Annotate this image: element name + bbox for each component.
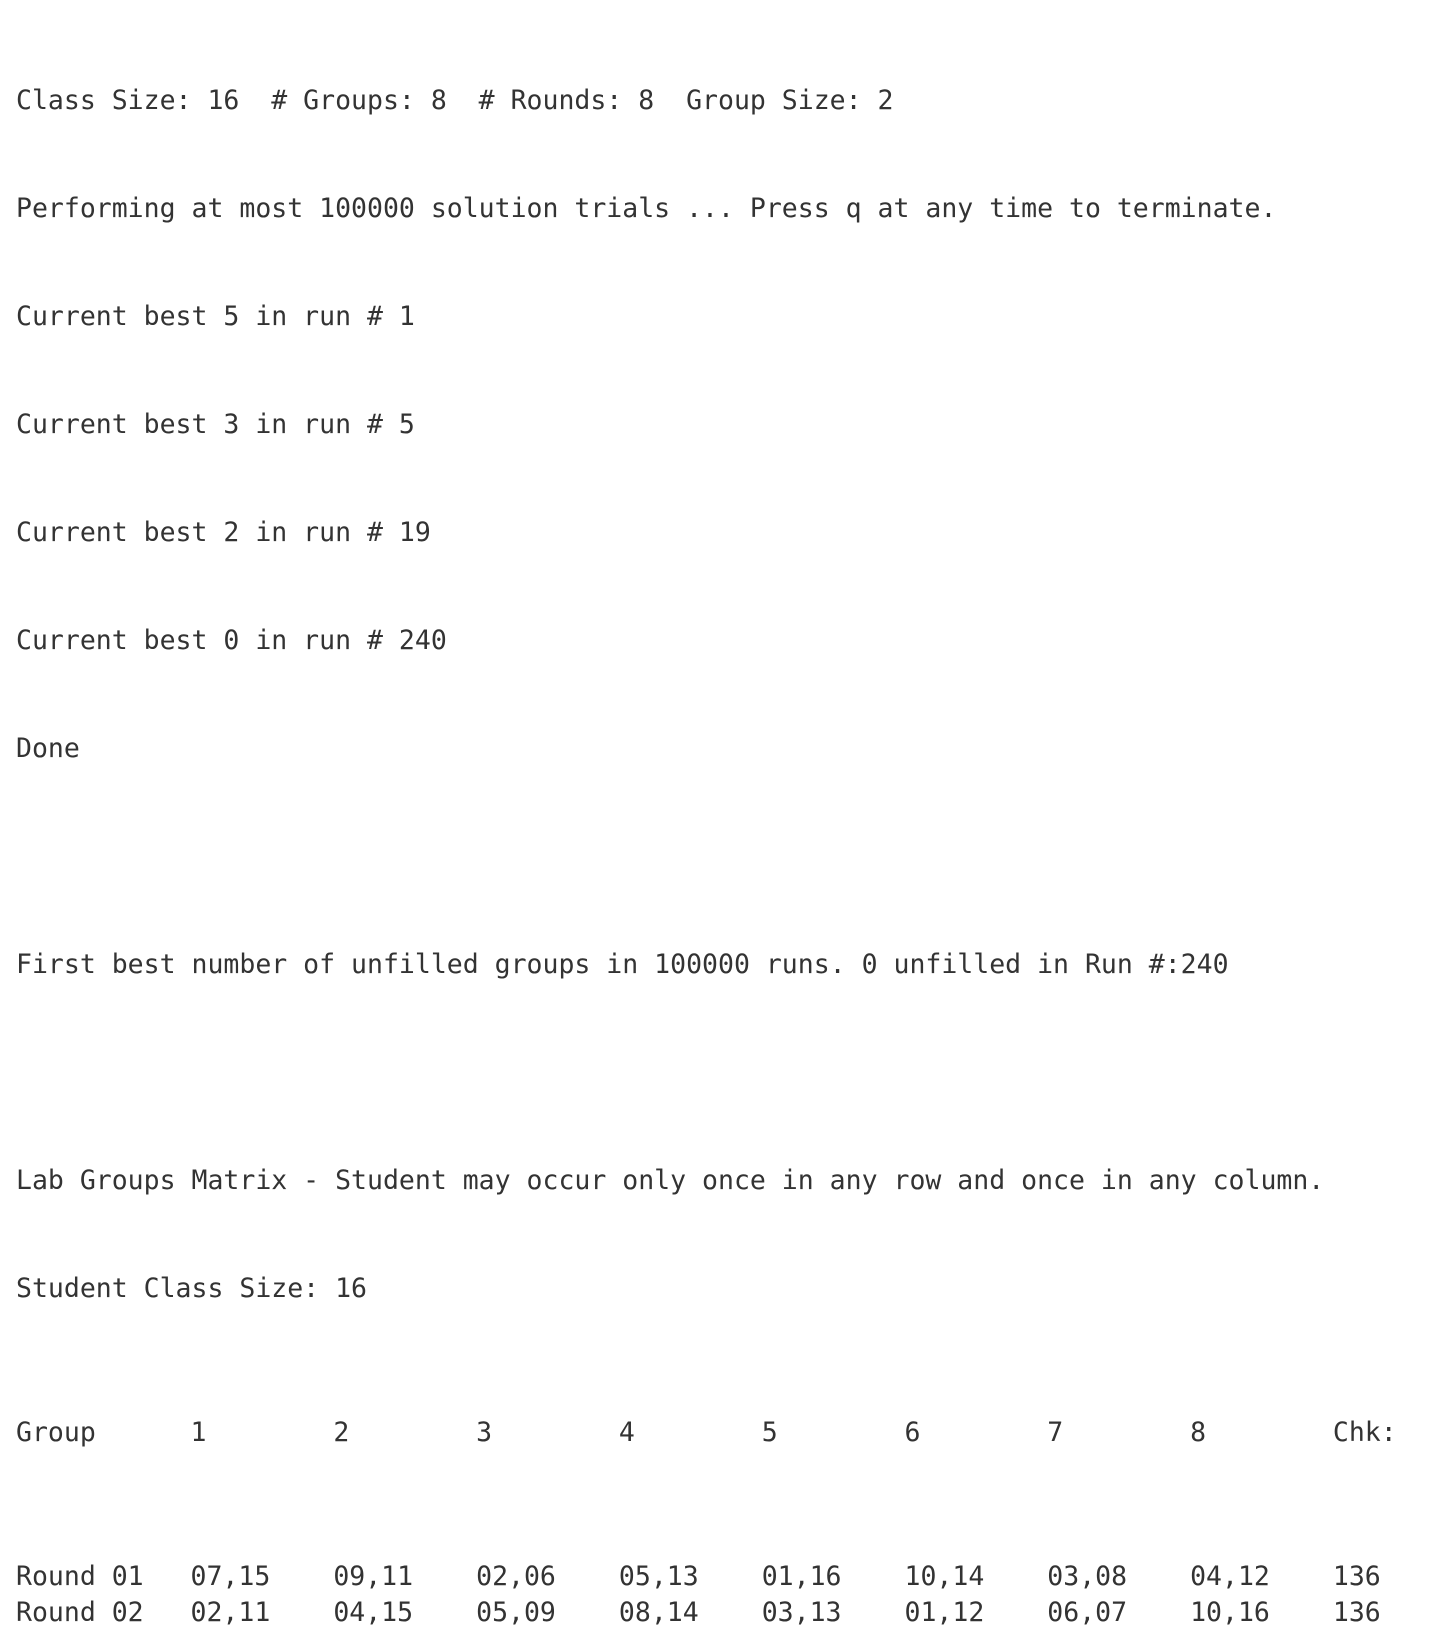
header-cell: 1 bbox=[190, 1417, 207, 1448]
blank-line bbox=[16, 839, 1432, 875]
group-pair-cell: 06,07 bbox=[1047, 1597, 1128, 1628]
group-pair-cell: 03,08 bbox=[1047, 1561, 1128, 1592]
header-cell: 7 bbox=[1047, 1417, 1064, 1448]
progress-line: Current best 0 in run # 240 bbox=[16, 625, 447, 656]
group-pair-cell: 08,14 bbox=[618, 1597, 699, 1628]
header-cell: Chk: bbox=[1332, 1417, 1397, 1448]
group-pair-cell: 04,15 bbox=[333, 1597, 414, 1628]
group-pair-cell: 02,06 bbox=[476, 1561, 556, 1592]
header-cell: 4 bbox=[618, 1417, 635, 1448]
group-pair-cell: 02,16 bbox=[905, 1631, 1048, 1636]
table-row: Round 01 07,15 09,11 02,06 05,13 01,16 10,14 03… bbox=[16, 1559, 1432, 1595]
round-label: Round 03 bbox=[16, 1631, 191, 1636]
group-pair-cell: 06,15 bbox=[619, 1631, 762, 1636]
group-pair-cell: 10,14 bbox=[904, 1561, 985, 1592]
table-row: Round 0310,1203,0804,1106,1505,0902,1601… bbox=[16, 1631, 1432, 1636]
summary-line: First best number of unfilled groups in … bbox=[16, 949, 1229, 980]
console-output: Class Size: 16 # Groups: 8 # Rounds: 8 G… bbox=[16, 85, 1397, 1636]
matrix-title: Lab Groups Matrix - Student may occur on… bbox=[16, 1165, 1325, 1196]
group-pair-cell: 01,13 bbox=[1047, 1631, 1190, 1636]
group-pair-cell: 04,12 bbox=[1190, 1561, 1270, 1592]
group-pair-cell: 02,11 bbox=[190, 1597, 271, 1628]
group-pair-cell: 10,16 bbox=[1190, 1597, 1270, 1628]
header-cell: 8 bbox=[1190, 1417, 1207, 1448]
trials-line: Performing at most 100000 solution trial… bbox=[16, 193, 1277, 224]
row-checksum: 136 bbox=[1333, 1631, 1432, 1636]
progress-line: Current best 3 in run # 5 bbox=[16, 409, 415, 440]
group-pair-cell: 05,09 bbox=[476, 1597, 556, 1628]
group-pair-cell: 03,13 bbox=[761, 1597, 842, 1628]
round-label: Round 02 bbox=[16, 1597, 144, 1628]
progress-line: Current best 2 in run # 19 bbox=[16, 517, 431, 548]
group-pair-cell: 04,11 bbox=[476, 1631, 619, 1636]
header-cell: 6 bbox=[904, 1417, 921, 1448]
matrix-header-row: Group 1 2 3 4 5 6 7 8 Chk: bbox=[16, 1415, 1432, 1451]
group-pair-cell: 07,14 bbox=[1190, 1631, 1333, 1636]
params-line: Class Size: 16 # Groups: 8 # Rounds: 8 G… bbox=[16, 85, 894, 116]
header-cell: Group bbox=[16, 1417, 96, 1448]
group-pair-cell: 10,12 bbox=[191, 1631, 334, 1636]
group-pair-cell: 07,15 bbox=[190, 1561, 271, 1592]
round-label: Round 01 bbox=[16, 1561, 144, 1592]
group-pair-cell: 09,11 bbox=[333, 1561, 414, 1592]
group-pair-cell: 03,08 bbox=[333, 1631, 476, 1636]
group-pair-cell: 05,09 bbox=[762, 1631, 905, 1636]
header-cell: 2 bbox=[333, 1417, 350, 1448]
group-pair-cell: 01,12 bbox=[904, 1597, 985, 1628]
row-checksum: 136 bbox=[1332, 1561, 1381, 1592]
row-checksum: 136 bbox=[1332, 1597, 1381, 1628]
header-cell: 3 bbox=[476, 1417, 493, 1448]
header-cell: 5 bbox=[761, 1417, 778, 1448]
group-pair-cell: 05,13 bbox=[618, 1561, 699, 1592]
class-size-line: Student Class Size: 16 bbox=[16, 1273, 367, 1304]
matrix-body: Round 01 07,15 09,11 02,06 05,13 01,16 10,14 03… bbox=[16, 1559, 1432, 1636]
group-pair-cell: 01,16 bbox=[761, 1561, 842, 1592]
done-line: Done bbox=[16, 733, 80, 764]
table-row: Round 02 02,11 04,15 05,09 08,14 03,13 01,12 06… bbox=[16, 1595, 1432, 1631]
progress-line: Current best 5 in run # 1 bbox=[16, 301, 415, 332]
blank-line bbox=[16, 1055, 1432, 1091]
